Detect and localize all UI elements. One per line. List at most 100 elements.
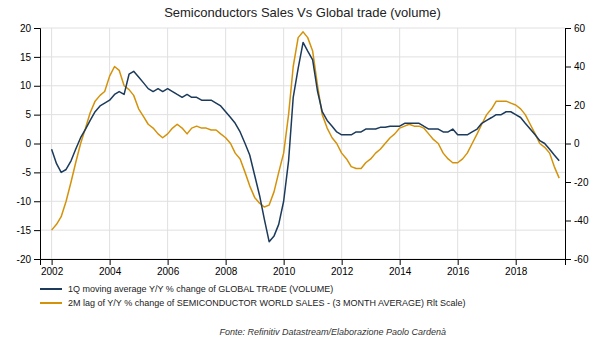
tick-label: 10 — [20, 80, 32, 91]
tick-label: -5 — [22, 167, 31, 178]
title: Semiconductors Sales Vs Global trade (vo… — [164, 5, 441, 20]
tick: -10 — [17, 196, 40, 207]
grid-line-y — [40, 230, 565, 231]
footnote: Fonte: Refinitiv Datastream/Elaborazione… — [219, 327, 446, 337]
grid-line-y — [40, 172, 565, 173]
series-line — [52, 42, 560, 241]
tick: 20 — [20, 23, 40, 34]
tick-mark — [34, 115, 40, 116]
tick-label: 2016 — [447, 266, 470, 277]
grid-line-y — [40, 28, 565, 29]
tick: 2006 — [157, 259, 180, 277]
tick-mark — [565, 67, 571, 68]
tick-mark — [34, 201, 40, 202]
tick-mark — [565, 144, 571, 145]
tick: 2016 — [447, 259, 470, 277]
tick-mark — [168, 259, 169, 265]
tick-label: 5 — [25, 109, 31, 120]
legend-item: 2M lag of Y/Y % change of SEMICONDUCTOR … — [40, 298, 465, 308]
tick: 0 — [565, 138, 580, 149]
tick-label: 0 — [574, 138, 580, 149]
tick: -5 — [22, 167, 40, 178]
chart: 200220042006200820102012201420162018-20-… — [0, 0, 605, 341]
tick-label: 2006 — [157, 266, 180, 277]
axis-domain — [566, 29, 572, 260]
plot: 200220042006200820102012201420162018-20-… — [17, 23, 589, 308]
tick-mark — [284, 259, 285, 265]
grid-line-x — [109, 28, 110, 259]
lines — [52, 32, 560, 242]
tick: -40 — [565, 215, 589, 226]
tick-mark — [565, 182, 571, 183]
tick-label: 20 — [20, 23, 32, 34]
tick: 40 — [565, 61, 586, 72]
grid-line-x — [399, 28, 400, 259]
tick: 2002 — [41, 259, 64, 277]
grid — [40, 28, 565, 259]
tick: 2008 — [215, 259, 238, 277]
grid-line-x — [515, 28, 516, 259]
tick: 0 — [25, 138, 40, 149]
grid-line-y — [40, 143, 565, 144]
tick: 15 — [20, 52, 40, 63]
legend: 1Q moving average Y/Y % change of GLOBAL… — [40, 284, 465, 308]
tick-mark — [565, 105, 571, 106]
x-axis: 2002 2004 2006 2008 2010 2012 2014 2016 2018 — [41, 259, 566, 277]
tick-label: 60 — [574, 23, 586, 34]
tick-label: -20 — [17, 254, 32, 265]
grid-line-x — [341, 28, 342, 259]
tick-label: -40 — [574, 215, 589, 226]
tick-mark — [565, 221, 571, 222]
tick: 2012 — [331, 259, 354, 277]
tick-label: 20 — [574, 100, 586, 111]
tick-mark — [565, 259, 571, 260]
tick-label: 2008 — [215, 266, 238, 277]
tick-mark — [34, 230, 40, 231]
tick-label: -10 — [17, 196, 32, 207]
tick-label: 15 — [20, 52, 32, 63]
y-axis: -20 -15 -10 -5 0 5 10 15 20 — [17, 23, 41, 265]
tick: -20 — [17, 254, 40, 265]
tick-label: 2014 — [389, 266, 412, 277]
tick-label: 0 — [25, 138, 31, 149]
legend-item: 1Q moving average Y/Y % change of GLOBAL… — [40, 284, 333, 294]
tick-mark — [400, 259, 401, 265]
series-line — [52, 32, 560, 230]
tick-mark — [34, 57, 40, 58]
tick-mark — [342, 259, 343, 265]
tick-mark — [226, 259, 227, 265]
tick-label: 2012 — [331, 266, 354, 277]
tick-mark — [516, 259, 517, 265]
tick-mark — [565, 28, 571, 29]
tick-label: -15 — [17, 225, 32, 236]
tick-mark — [34, 28, 40, 29]
tick: 20 — [565, 100, 586, 111]
tick-label: 2010 — [273, 266, 296, 277]
grid-line-x — [51, 28, 52, 259]
grid-line-y — [40, 56, 565, 57]
tick: 10 — [20, 80, 40, 91]
tick-mark — [52, 259, 53, 265]
legend-swatch — [40, 288, 62, 290]
grid-line-y — [40, 201, 565, 202]
tick-mark — [34, 259, 40, 260]
tick-mark — [34, 86, 40, 87]
tick: 2014 — [389, 259, 412, 277]
tick-label: 40 — [574, 61, 586, 72]
grid-line-y — [40, 85, 565, 86]
legend-label: 1Q moving average Y/Y % change of GLOBAL… — [68, 284, 333, 294]
grid-line-x — [457, 28, 458, 259]
tick: -20 — [565, 177, 589, 188]
tick: 2004 — [99, 259, 122, 277]
tick-mark — [458, 259, 459, 265]
axis-domain — [34, 29, 41, 260]
tick: 5 — [25, 109, 40, 120]
tick-label: 2018 — [505, 266, 528, 277]
tick: -60 — [565, 254, 589, 265]
y2-axis: -60 -40 -20 0 20 40 60 — [565, 23, 589, 265]
legend-swatch — [40, 302, 62, 304]
tick-mark — [34, 144, 40, 145]
legend-label: 2M lag of Y/Y % change of SEMICONDUCTOR … — [68, 298, 465, 308]
axis-domain — [41, 260, 566, 266]
tick-mark — [110, 259, 111, 265]
